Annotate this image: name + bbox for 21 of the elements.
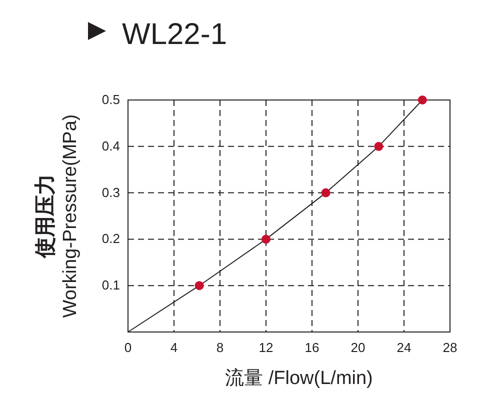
y-tick-label: 0.4 [102,138,120,154]
x-tick-label: 28 [442,340,458,355]
y-axis-title: 使用压力 Working-Pressure(MPa) [34,114,81,318]
point [321,188,330,198]
point [418,96,427,104]
point [194,281,204,290]
y-tick-label: 0.2 [102,231,120,246]
x-tick-label: 0 [124,340,132,355]
x-tick-label: 20 [350,340,366,355]
x-tick-label: 4 [170,340,178,355]
y-tick-label: 0.5 [102,92,120,107]
x-tick-label: 24 [396,340,412,355]
x-tick-label: 8 [216,340,224,355]
x-tick-label: 16 [304,340,320,355]
y-tick-label: 0.3 [102,184,120,200]
point [262,234,270,244]
point [374,142,384,151]
x-tick-label: 12 [258,340,274,355]
chart-title: WL22-1 [122,18,228,51]
y-tick-label: 0.1 [102,278,120,293]
x-axis-title: 流量 /Flow(L/min) [225,367,373,389]
